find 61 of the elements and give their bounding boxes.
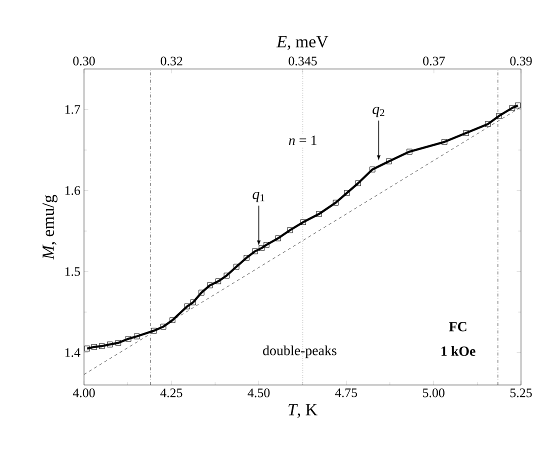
point bbox=[442, 139, 448, 145]
point bbox=[370, 166, 376, 172]
y-tick-label: 1.4 bbox=[65, 348, 80, 357]
point bbox=[115, 340, 122, 346]
x2-tick-label: 0.39 bbox=[510, 56, 532, 66]
point bbox=[287, 227, 293, 234]
point bbox=[496, 113, 502, 119]
point bbox=[344, 190, 350, 196]
x-tick-label: 4.25 bbox=[160, 388, 182, 398]
x-axis-title: T, K bbox=[288, 404, 318, 418]
point bbox=[151, 328, 157, 334]
point bbox=[224, 272, 230, 278]
annotation: FC bbox=[449, 322, 466, 332]
annotation: 1 kOe bbox=[442, 346, 476, 356]
point bbox=[207, 282, 213, 288]
point bbox=[386, 158, 392, 164]
point bbox=[134, 334, 140, 340]
point bbox=[355, 180, 361, 186]
point bbox=[107, 342, 113, 348]
point bbox=[244, 254, 250, 261]
annotation: n = 1 bbox=[288, 136, 316, 145]
x-tick-label: 4.00 bbox=[72, 388, 95, 398]
point bbox=[316, 211, 322, 217]
y-tick-label: 1.5 bbox=[65, 267, 80, 276]
annotation: q$_{2}$ bbox=[372, 106, 384, 118]
point bbox=[84, 346, 90, 352]
point bbox=[91, 344, 97, 350]
point bbox=[463, 130, 469, 136]
point bbox=[509, 105, 516, 111]
x2-tick-label: 0.32 bbox=[160, 56, 182, 66]
point bbox=[98, 343, 105, 349]
x2-tick-label: 0.30 bbox=[73, 56, 95, 66]
y-axis-title: M, emu/g bbox=[42, 194, 58, 260]
point bbox=[264, 242, 270, 248]
point bbox=[184, 304, 190, 310]
point bbox=[170, 317, 176, 324]
y-tick-label: 1.7 bbox=[65, 105, 80, 114]
point bbox=[160, 324, 166, 330]
point bbox=[234, 264, 240, 270]
point bbox=[300, 219, 306, 225]
point bbox=[515, 102, 521, 108]
x2-tick-label: 0.37 bbox=[423, 56, 445, 66]
point bbox=[275, 236, 281, 242]
y-tick-label: 1.6 bbox=[65, 186, 80, 195]
annotation: q$_{1}$ bbox=[252, 192, 264, 202]
point bbox=[406, 148, 412, 154]
x-tick-label: 4.75 bbox=[335, 388, 358, 398]
point bbox=[215, 278, 222, 284]
point bbox=[252, 248, 258, 254]
x2-tick-label: 0.345 bbox=[288, 56, 317, 66]
x-tick-label: 5.25 bbox=[510, 388, 532, 398]
point bbox=[484, 121, 491, 127]
x2-axis-title: E, meV bbox=[276, 36, 328, 50]
point bbox=[198, 290, 204, 296]
x-tick-label: 4.50 bbox=[248, 388, 270, 398]
x-tick-label: 5.00 bbox=[423, 388, 444, 398]
annotation: double-peaks bbox=[263, 345, 336, 358]
point bbox=[258, 245, 264, 251]
point bbox=[332, 200, 339, 206]
point bbox=[190, 300, 196, 306]
point bbox=[126, 336, 132, 342]
